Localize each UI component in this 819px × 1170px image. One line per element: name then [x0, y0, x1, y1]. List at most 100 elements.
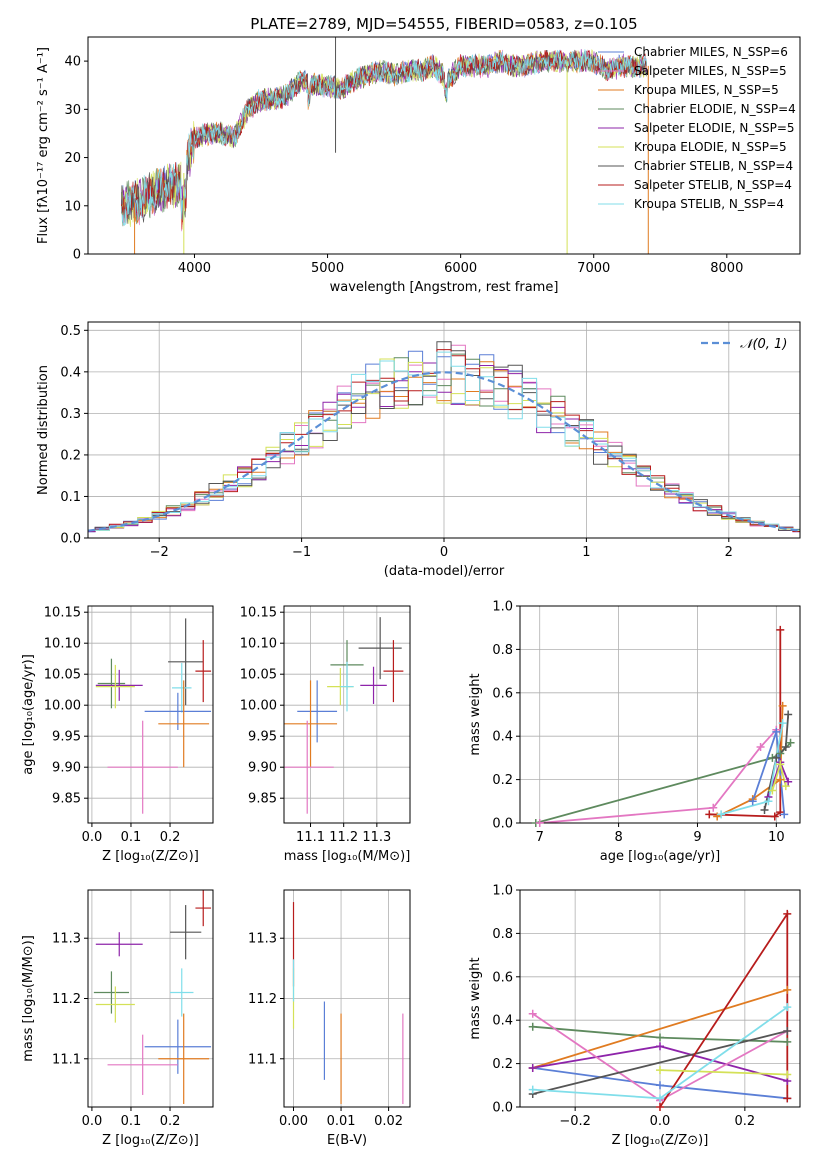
errorbar-point [297, 680, 338, 743]
errorbar-point [158, 680, 210, 768]
y-tick-label: 0 [73, 248, 81, 263]
errorbar-point [95, 664, 135, 709]
y-tick-label: 11.3 [52, 932, 81, 947]
histogram-step-line [88, 361, 800, 532]
x-tick-label: 11.3 [362, 830, 391, 845]
x-axis-label: (data-model)/error [384, 564, 505, 579]
y-tick-label: 10.15 [240, 606, 277, 621]
x-tick-label: 1 [582, 545, 590, 560]
errorbar-point [144, 1019, 212, 1074]
x-tick-label: 4000 [178, 261, 211, 276]
errorbar-point [340, 661, 354, 712]
errorbar-point [360, 666, 387, 704]
y-tick-label: 9.95 [52, 730, 81, 745]
mass-weight-marker [783, 1003, 792, 1012]
errorbar-point [171, 663, 192, 713]
y-tick-label: 10.10 [240, 637, 277, 652]
x-tick-label: 8 [614, 830, 622, 845]
y-tick-label: 0.5 [60, 324, 81, 339]
y-tick-label: 9.90 [248, 761, 277, 776]
x-tick-label: −0.2 [559, 1114, 591, 1129]
errorbar-point [170, 968, 194, 1017]
errorbar-point [97, 658, 126, 709]
mass-weight-marker [772, 727, 781, 736]
y-tick-label: 0.1 [60, 490, 81, 505]
x-tick-label: 0.0 [82, 1114, 103, 1129]
errorbar-point [93, 971, 130, 1014]
mass-weight-marker [760, 805, 769, 814]
mass-weight-marker [656, 1094, 664, 1103]
errorbar-point [95, 669, 143, 701]
mass-weight-marker [784, 777, 793, 786]
mass-weight-series-line [763, 714, 790, 811]
errorbar-point [107, 1034, 178, 1095]
histogram-step-line [88, 351, 800, 531]
errorbar-point [383, 640, 404, 703]
y-tick-label: 9.90 [52, 761, 81, 776]
axes-frame [283, 605, 411, 824]
y-axis-label: age [log₁₀(age/yr)] [21, 654, 36, 775]
y-tick-label: 11.3 [248, 932, 277, 947]
mass-weight-series-line [532, 988, 788, 1069]
mass-weight-marker [783, 1094, 792, 1103]
mass-weight-marker [770, 812, 779, 821]
age-vs-z-panel: 0.0 0.1 0.2 9.85 9.90 9.95 10.00 10.05 10.10 10.1… [21, 605, 214, 864]
x-tick-label: −1 [292, 545, 311, 560]
y-tick-label: 0.8 [492, 643, 513, 658]
x-tick-label: 11.2 [329, 830, 358, 845]
axes-frame [87, 36, 801, 255]
y-tick-label: 9.95 [248, 730, 277, 745]
legend-entry: Chabrier STELIB, N_SSP=4 [634, 159, 793, 173]
x-tick-label: 9 [693, 830, 701, 845]
mass-weight-marker [528, 1009, 537, 1018]
errorbar-point [95, 986, 135, 1023]
legend-entry: Kroupa MILES, N_SSP=5 [634, 83, 779, 97]
x-tick-label: 0 [440, 545, 448, 560]
histogram-step-line [88, 341, 800, 531]
y-tick-label: 0.4 [60, 365, 81, 380]
x-tick-label: 0.0 [82, 830, 103, 845]
mass-weight-marker [764, 797, 773, 806]
y-tick-label: 10 [64, 199, 81, 214]
y-tick-label: 11.1 [248, 1052, 277, 1067]
y-tick-label: 0.0 [492, 817, 513, 832]
y-tick-label: 11.1 [52, 1052, 81, 1067]
x-tick-label: 0.2 [160, 1114, 181, 1129]
mass-weight-series-line [716, 705, 784, 818]
spectrum-panel: 4000 5000 6000 7000 8000 0 10 20 30 40 wavelength … [36, 36, 801, 295]
y-tick-label: 10.00 [240, 699, 277, 714]
mass-weight-vs-z-panel: −0.2 0.0 0.2 0.0 0.2 0.4 0.6 0.8 1.0 Z [log₁₀(Z/Z… [468, 884, 801, 1148]
mass-weight-series-line [539, 729, 777, 823]
y-tick-label: 10.05 [240, 668, 277, 683]
y-tick-label: 0.8 [492, 927, 513, 942]
mass-weight-marker [783, 1037, 792, 1046]
mass-weight-marker [778, 719, 787, 728]
legend-entry: 𝒩(0, 1) [740, 337, 787, 352]
mass-weight-marker [528, 1063, 537, 1072]
legend-entry: Kroupa STELIB, N_SSP=4 [634, 197, 784, 211]
y-tick-label: 1.0 [492, 600, 513, 615]
legend-entry: Salpeter ELODIE, N_SSP=5 [634, 121, 795, 135]
mass-weight-marker [784, 710, 793, 719]
mass-weight-marker [709, 803, 718, 812]
y-tick-label: 0.0 [492, 1101, 513, 1116]
x-axis-label: E(B-V) [327, 1133, 367, 1148]
y-tick-label: 11.2 [52, 992, 81, 1007]
y-tick-label: 10.10 [44, 637, 81, 652]
mass-weight-marker [656, 1066, 664, 1075]
errorbar-point [358, 617, 402, 680]
y-tick-label: 0.2 [60, 448, 81, 463]
x-tick-label: 10 [768, 830, 785, 845]
errorbar-point [95, 932, 143, 957]
x-axis-label: Z [log₁₀(Z/Z⊙)] [612, 1133, 709, 1148]
y-tick-label: 1.0 [492, 884, 513, 899]
mass-weight-marker [786, 738, 795, 747]
x-tick-label: 0.2 [735, 1114, 756, 1129]
x-axis-label: age [log₁₀(age/yr)] [600, 849, 721, 864]
spectrum-title: PLATE=2789, MJD=54555, FIBERID=0583, z=0… [250, 15, 637, 33]
mass-weight-vs-age-panel: 7 8 9 10 0.0 0.2 0.4 0.6 0.8 1.0 age [log₁₀(age/yr… [468, 600, 801, 864]
mass-weight-marker [717, 810, 726, 819]
errorbar-point [284, 680, 338, 768]
legend-entry: Salpeter STELIB, N_SSP=4 [634, 178, 792, 192]
